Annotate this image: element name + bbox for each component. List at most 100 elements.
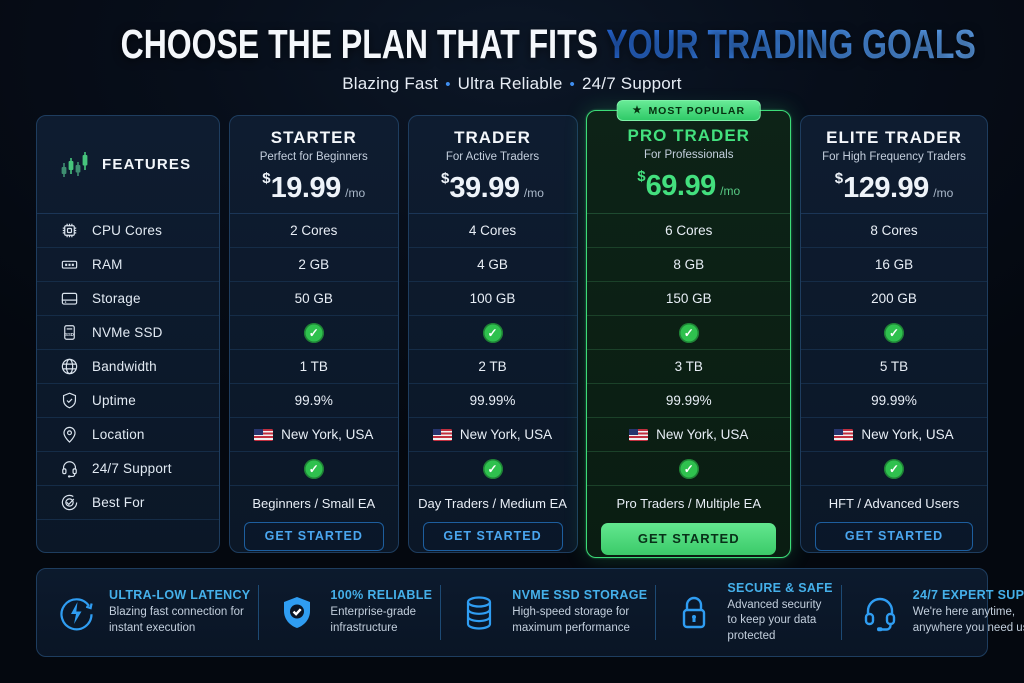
support-value: ✓ — [587, 452, 791, 486]
storage-value: 100 GB — [408, 282, 577, 316]
nvme-value: ✓ — [408, 316, 577, 350]
subtitle-item: Blazing Fast — [342, 74, 439, 93]
uptime-value: 99.9% — [229, 384, 398, 418]
storage-drive-icon — [60, 289, 79, 308]
bullet-separator: • — [569, 76, 575, 93]
location-text: New York, USA — [656, 427, 749, 442]
plan-card-starter: STARTER Perfect for Beginners $19.99 /mo… — [228, 115, 399, 553]
support-value: ✓ — [801, 452, 987, 486]
currency-symbol: $ — [262, 170, 271, 187]
features-header: FEATURES — [37, 116, 219, 214]
cpu-value: 6 Cores — [587, 214, 791, 248]
benefits-bar: ULTRA-LOW LATENCY Blazing fast connectio… — [36, 568, 1024, 657]
bestfor-value: HFT / Advanced Users — [828, 495, 960, 511]
price-period: /mo — [345, 186, 366, 200]
plan-tagline: Perfect for Beginners — [259, 151, 368, 163]
bandwidth-value: 5 TB — [801, 350, 987, 384]
shield-check-icon — [60, 391, 79, 410]
nvme-value: ✓ — [587, 316, 791, 350]
feature-row-support: 24/7 Support — [37, 452, 219, 486]
benefit-title: ULTRA-LOW LATENCY — [109, 588, 251, 603]
benefit-description: Blazing fast connection for instant exec… — [109, 606, 244, 634]
cta-area: GET STARTED — [409, 520, 577, 552]
get-started-button-trader[interactable]: GET STARTED — [422, 521, 563, 551]
feature-row-bestfor: Best For — [37, 486, 219, 520]
cpu-value: 2 Cores — [229, 214, 398, 248]
plan-card-elite-trader: ELITE TRADER For High Frequency Traders … — [800, 115, 988, 553]
plan-price: $39.99 /mo — [441, 170, 544, 205]
plan-price: $129.99 /mo — [835, 170, 954, 205]
check-icon: ✓ — [884, 322, 904, 343]
subtitle-item: Ultra Reliable — [457, 74, 563, 93]
plan-name: STARTER — [270, 128, 357, 147]
plan-price: $69.99 /mo — [637, 168, 740, 203]
cpu-value: 8 Cores — [801, 214, 987, 248]
get-started-button-elite-trader[interactable]: GET STARTED — [815, 521, 973, 551]
check-icon: ✓ — [303, 458, 324, 479]
feature-label: Storage — [92, 291, 141, 306]
currency-symbol: $ — [441, 170, 450, 187]
feature-label: 24/7 Support — [92, 461, 172, 476]
nvme-ssd-icon: SSD — [60, 323, 79, 342]
pricing-table: FEATURES CPU Cores RAM Storage SSD NVMe … — [36, 100, 988, 558]
plan-header: PRO TRADER For Professionals $69.99 /mo — [587, 111, 791, 214]
features-title: FEATURES — [102, 156, 192, 173]
currency-symbol: $ — [834, 170, 844, 187]
feature-row-storage: Storage — [37, 282, 219, 316]
get-started-button-starter[interactable]: GET STARTED — [243, 521, 384, 551]
plan-header: STARTER Perfect for Beginners $19.99 /mo — [229, 116, 398, 214]
location-value: New York, USA — [801, 418, 987, 452]
globe-icon — [60, 357, 79, 376]
benefit-description: Advanced security to keep your data prot… — [727, 598, 822, 642]
price-amount: 39.99 — [449, 172, 520, 204]
benefit-title: 100% RELIABLE — [330, 588, 433, 603]
headset-icon — [60, 459, 79, 478]
us-flag-icon — [254, 428, 274, 441]
location-text: New York, USA — [459, 427, 553, 442]
most-popular-badge: ★ MOST POPULAR — [616, 100, 762, 121]
price-amount: 69.99 — [645, 169, 717, 202]
ram-value: 16 GB — [801, 248, 987, 282]
star-icon: ★ — [632, 105, 643, 116]
price-period: /mo — [933, 186, 954, 200]
benefit-title: SECURE & SAFE — [727, 580, 833, 595]
location-value: New York, USA — [587, 418, 791, 452]
headset-icon — [859, 592, 901, 634]
plan-card-pro-trader: ★ MOST POPULAR PRO TRADER For Professiona… — [586, 100, 792, 558]
cta-area: GET STARTED — [230, 520, 398, 552]
storage-value: 200 GB — [801, 282, 987, 316]
location-text: New York, USA — [861, 427, 954, 442]
feature-row-nvme: SSD NVMe SSD — [37, 316, 219, 350]
plan-name: ELITE TRADER — [826, 128, 962, 147]
benefit-description: High-speed storage for maximum performan… — [512, 606, 630, 634]
plan-header: ELITE TRADER For High Frequency Traders … — [801, 116, 987, 214]
feature-row-location: Location — [37, 418, 219, 452]
plan-name: PRO TRADER — [627, 125, 750, 145]
bandwidth-value: 2 TB — [408, 350, 577, 384]
benefit-title: NVME SSD STORAGE — [512, 588, 648, 603]
ram-value: 4 GB — [408, 248, 577, 282]
features-column: FEATURES CPU Cores RAM Storage SSD NVMe … — [36, 115, 220, 553]
benefit-title: 24/7 EXPERT SUPPORT — [912, 588, 1024, 603]
price-period: /mo — [720, 183, 741, 198]
feature-label: Best For — [92, 495, 145, 510]
target-check-icon — [60, 493, 79, 512]
location-pin-icon — [60, 425, 79, 444]
us-flag-icon — [432, 428, 452, 441]
uptime-value: 99.99% — [801, 384, 987, 418]
us-flag-icon — [834, 428, 854, 441]
feature-row-cpu: CPU Cores — [37, 214, 219, 248]
support-value: ✓ — [408, 452, 577, 486]
bestfor-value: Beginners / Small EA — [252, 495, 376, 511]
currency-symbol: $ — [637, 167, 646, 185]
feature-label: CPU Cores — [92, 223, 163, 238]
subtitle-item: 24/7 Support — [581, 74, 682, 93]
bestfor-value: Pro Traders / Multiple EA — [616, 495, 762, 511]
feature-label: NVMe SSD — [92, 325, 163, 340]
location-value: New York, USA — [229, 418, 398, 452]
page-subtitle: Blazing Fast • Ultra Reliable • 24/7 Support — [0, 74, 1024, 94]
ram-icon — [60, 255, 79, 274]
get-started-button-pro-trader[interactable]: GET STARTED — [601, 522, 777, 555]
cta-area: GET STARTED — [587, 520, 790, 557]
